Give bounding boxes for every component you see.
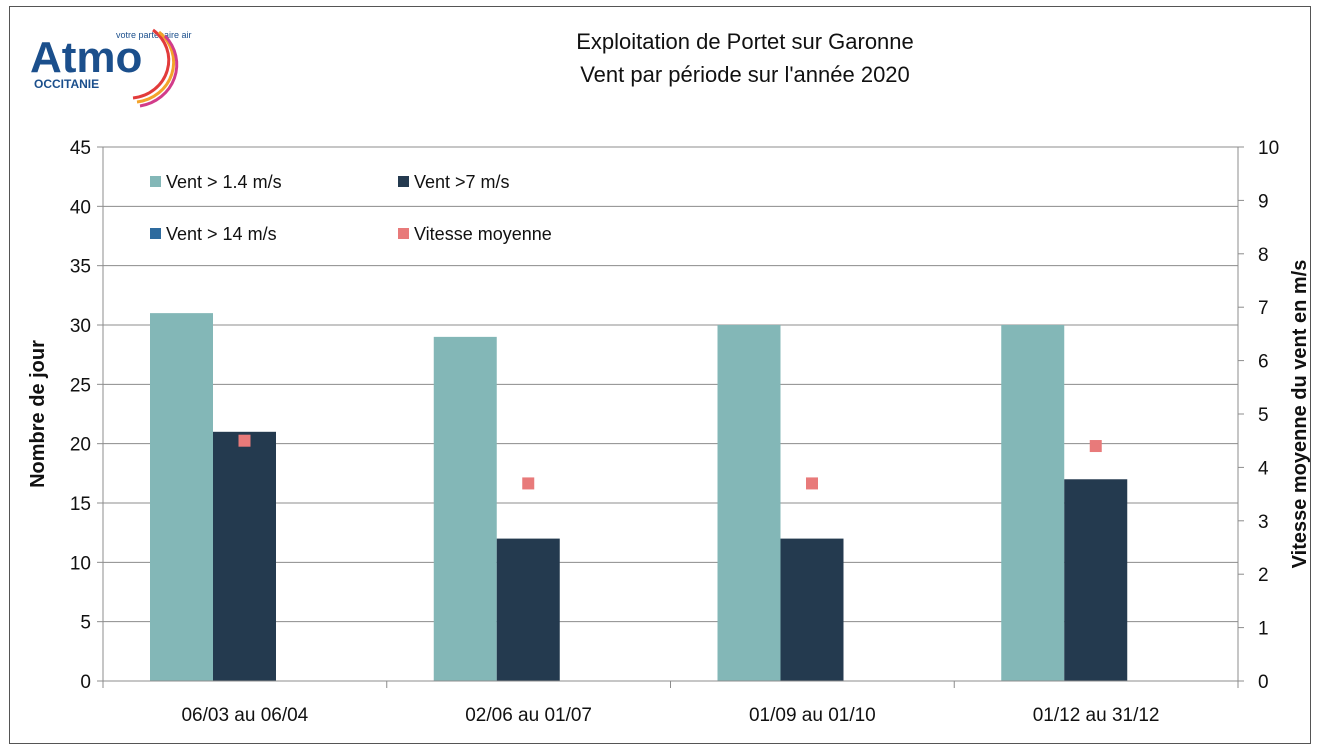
y-tick-label: 0 (80, 672, 91, 693)
legend-swatch (398, 176, 409, 187)
y2-tick-label: 1 (1258, 619, 1269, 640)
y-tick-label: 45 (70, 138, 91, 159)
y-tick-label: 15 (70, 494, 91, 515)
y2-tick-label: 4 (1258, 458, 1269, 479)
marker-point (806, 477, 818, 490)
marker-point (522, 477, 535, 490)
marker-point (1089, 440, 1102, 453)
logo-brand: Atmo (30, 33, 142, 82)
y-tick-label: 10 (70, 553, 91, 574)
logo-arc-orange (136, 30, 176, 104)
logo-region: OCCITANIE (34, 77, 99, 91)
bar (150, 313, 213, 681)
y2-tick-label: 2 (1258, 565, 1269, 586)
y2-tick-label: 6 (1258, 352, 1269, 373)
y-tick-label: 35 (70, 257, 91, 278)
atmo-logo: votre partenaire air Atmo OCCITANIE (30, 28, 192, 108)
y-tick-label: 30 (70, 316, 91, 337)
y2-tick-label: 10 (1258, 138, 1279, 159)
logo-tagline: votre partenaire air (116, 30, 192, 40)
chart-title: Exploitation de Portet sur Garonne (576, 29, 914, 54)
bar (433, 336, 497, 681)
legend-swatch (150, 176, 161, 187)
legend-label: Vent >7 m/s (414, 172, 510, 192)
marker-point (238, 434, 251, 447)
bar (717, 325, 781, 681)
y2-tick-label: 7 (1258, 298, 1269, 319)
y2-tick-label: 9 (1258, 191, 1269, 212)
legend-label: Vent > 14 m/s (166, 224, 277, 244)
y2-tick-label: 3 (1258, 512, 1269, 533)
y2-axis-title: Vitesse moyenne du vent en m/s (1289, 260, 1311, 569)
y-tick-label: 25 (70, 375, 91, 396)
y-axis-title: Nombre de jour (27, 340, 49, 488)
y2-tick-label: 0 (1258, 672, 1269, 693)
y-tick-label: 40 (70, 197, 91, 218)
chart-subtitle: Vent par période sur l'année 2020 (580, 62, 910, 87)
markers (238, 434, 1102, 490)
x-tick-label: 06/03 au 06/04 (181, 705, 308, 726)
logo-arc-red (132, 28, 171, 100)
legend-swatch (150, 228, 161, 239)
legend: Vent > 1.4 m/s Vent >7 m/s Vent > 14 m/s Vi… (150, 172, 552, 244)
bars (150, 313, 1128, 681)
legend-label: Vitesse moyenne (414, 224, 552, 244)
legend-swatch (398, 228, 409, 239)
chart-title-block: Exploitation de Portet sur Garonne Vent … (445, 25, 1045, 91)
x-tick-label: 01/12 au 31/12 (1033, 705, 1160, 726)
y-tick-label: 20 (70, 435, 91, 456)
bar (1001, 325, 1065, 681)
bar (213, 431, 276, 681)
bar (496, 538, 560, 681)
x-tick-label: 02/06 au 01/07 (465, 705, 592, 726)
logo-arc-pink (139, 34, 179, 108)
y2-tick-label: 5 (1258, 405, 1269, 426)
y-tick-label: 5 (80, 613, 91, 634)
legend-label: Vent > 1.4 m/s (166, 172, 282, 192)
y2-tick-label: 8 (1258, 245, 1269, 266)
bar (780, 538, 844, 681)
x-tick-label: 01/09 au 01/10 (749, 705, 876, 726)
bar (1064, 479, 1128, 681)
